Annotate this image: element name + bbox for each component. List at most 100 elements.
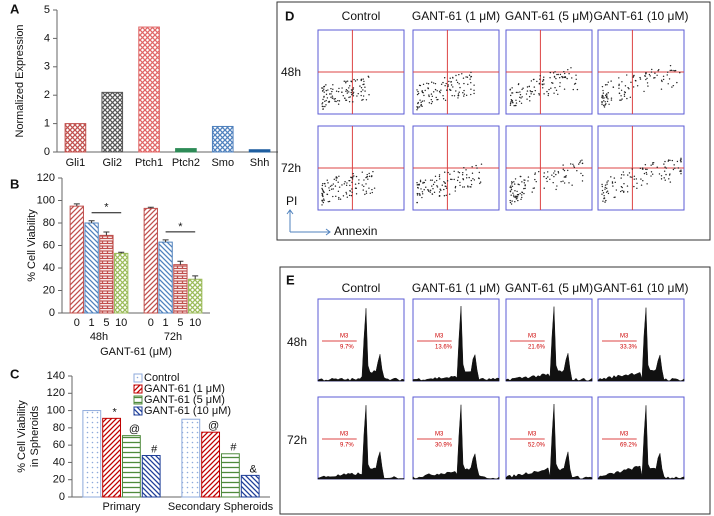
event-dot xyxy=(510,185,512,187)
event-dot xyxy=(321,184,324,187)
event-dot xyxy=(628,172,631,174)
event-dot xyxy=(530,93,532,95)
event-dot xyxy=(429,179,432,181)
x-tick-label: Shh xyxy=(250,157,270,169)
y-tick-label: 5 xyxy=(44,4,50,16)
event-dot xyxy=(418,106,421,108)
event-dot xyxy=(618,92,621,94)
event-dot xyxy=(669,69,671,72)
event-dot xyxy=(543,172,545,174)
event-dot xyxy=(431,95,434,98)
plot-frame xyxy=(412,298,500,382)
event-dot xyxy=(514,104,516,107)
event-dot xyxy=(420,101,422,104)
event-dot xyxy=(668,178,670,180)
event-dot xyxy=(334,100,336,102)
event-dot xyxy=(618,87,620,90)
event-dot xyxy=(612,185,614,187)
event-dot xyxy=(480,163,483,165)
event-dot xyxy=(463,95,465,97)
gate-label: M3 xyxy=(528,334,537,340)
row-label: 72h xyxy=(281,161,301,175)
significance-marker: @ xyxy=(129,424,140,436)
x-tick-label: 1 xyxy=(89,317,95,329)
event-dot xyxy=(654,77,656,79)
event-dot xyxy=(510,187,512,189)
event-dot xyxy=(658,173,661,175)
event-dot xyxy=(606,93,608,95)
event-dot xyxy=(576,88,579,91)
plot-frame xyxy=(505,396,593,480)
event-dot xyxy=(432,187,434,190)
bar xyxy=(188,278,203,314)
event-dot xyxy=(545,177,548,180)
event-dot xyxy=(453,95,456,97)
event-dot xyxy=(529,100,531,102)
histogram xyxy=(597,307,685,382)
axis-label: Annexin xyxy=(334,224,377,238)
bar xyxy=(141,455,161,498)
event-dot xyxy=(327,182,329,184)
event-dot xyxy=(601,103,603,106)
event-dot xyxy=(543,175,545,178)
y-tick-label: 1 xyxy=(44,118,50,130)
event-dot xyxy=(643,172,646,175)
event-dot xyxy=(512,194,515,196)
event-dot xyxy=(526,86,529,88)
event-dot xyxy=(556,185,558,187)
event-dot xyxy=(438,175,441,178)
event-dot xyxy=(636,182,638,184)
event-dot xyxy=(553,175,555,178)
event-dot xyxy=(332,195,334,198)
event-dot xyxy=(521,196,523,199)
event-dot xyxy=(338,198,340,200)
event-dot xyxy=(654,72,656,74)
event-dot xyxy=(631,168,633,170)
event-dot xyxy=(365,99,368,101)
event-dot xyxy=(325,89,328,92)
event-dot xyxy=(322,98,324,101)
x-tick-label: 10 xyxy=(189,317,201,329)
bar xyxy=(82,410,102,498)
event-dot xyxy=(510,101,512,103)
event-dot xyxy=(601,100,603,103)
event-dot xyxy=(421,90,423,93)
event-dot xyxy=(515,102,518,104)
event-dot xyxy=(554,170,556,172)
event-dot xyxy=(470,93,472,96)
plot-frame xyxy=(412,396,500,480)
event-dot xyxy=(440,83,443,85)
event-dot xyxy=(650,164,652,166)
event-dot xyxy=(423,94,425,97)
event-dot xyxy=(639,76,641,79)
event-dot xyxy=(329,93,331,95)
event-dot xyxy=(546,180,548,183)
event-dot xyxy=(663,177,665,179)
event-dot xyxy=(602,200,604,202)
event-dot xyxy=(549,71,552,74)
panel-box xyxy=(279,266,711,515)
event-dot xyxy=(363,80,365,83)
event-dot xyxy=(667,83,669,85)
error-bar xyxy=(73,203,80,207)
significance-marker: * xyxy=(104,202,109,214)
event-dot xyxy=(601,193,603,195)
event-dot xyxy=(444,185,446,187)
event-dot xyxy=(557,171,559,173)
y-tick-label: 0 xyxy=(44,146,50,158)
event-dot xyxy=(519,91,521,93)
column-title: GANT-61 (1 μM) xyxy=(412,281,500,295)
x-tick-label: 0 xyxy=(148,317,154,329)
y-tick-label: 0 xyxy=(49,307,55,319)
legend-swatch xyxy=(133,406,143,416)
event-dot xyxy=(337,99,339,102)
event-dot xyxy=(620,174,623,176)
histogram xyxy=(412,306,500,382)
event-dot xyxy=(668,78,671,80)
event-dot xyxy=(606,181,608,183)
event-dot xyxy=(567,169,569,172)
event-dot xyxy=(416,89,418,91)
event-dot xyxy=(602,92,605,94)
event-dot xyxy=(326,97,329,99)
event-dot xyxy=(563,76,566,79)
